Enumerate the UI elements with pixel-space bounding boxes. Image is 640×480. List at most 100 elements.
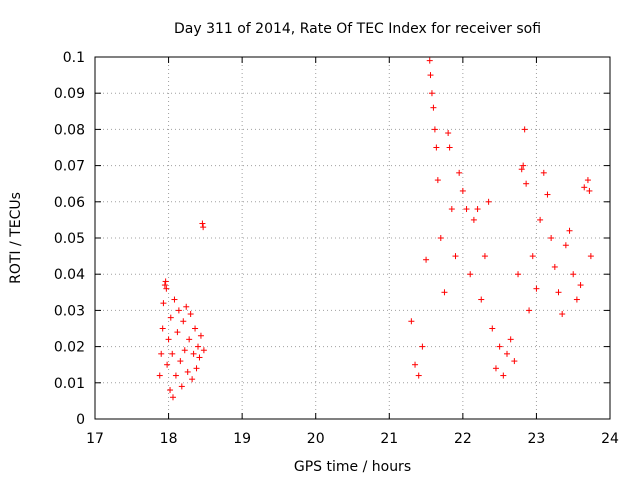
data-point [434, 177, 441, 184]
data-point [523, 180, 530, 187]
data-point [164, 361, 171, 368]
x-tick-label: 22 [454, 431, 472, 447]
y-tick-label: 0.09 [54, 86, 85, 102]
data-point [165, 336, 172, 343]
data-point [200, 347, 207, 354]
data-point [426, 57, 433, 64]
data-point [448, 206, 455, 213]
data-point [586, 187, 593, 194]
data-point [446, 144, 453, 151]
points-layer [156, 57, 594, 401]
y-tick-label: 0.02 [54, 340, 85, 356]
data-point [492, 365, 499, 372]
x-tick-label: 18 [160, 431, 178, 447]
data-point [171, 296, 178, 303]
data-point [169, 394, 176, 401]
data-point [167, 314, 174, 321]
data-point [190, 350, 197, 357]
data-point [521, 126, 528, 133]
data-point [518, 166, 525, 173]
data-point [441, 289, 448, 296]
x-tick-label: 24 [601, 431, 619, 447]
data-point [187, 311, 194, 318]
data-point [199, 220, 206, 227]
data-point [500, 372, 507, 379]
data-point [562, 242, 569, 249]
data-point [160, 300, 167, 307]
data-point [584, 177, 591, 184]
y-tick-label: 0.04 [54, 267, 85, 283]
data-point [158, 350, 165, 357]
data-point [481, 253, 488, 260]
data-point [169, 350, 176, 357]
data-point [180, 318, 187, 325]
data-point [159, 325, 166, 332]
data-point [428, 90, 435, 97]
data-point [573, 296, 580, 303]
data-point [423, 256, 430, 263]
x-tick-label: 17 [86, 431, 104, 447]
data-point [193, 365, 200, 372]
data-point [577, 282, 584, 289]
data-point [184, 368, 191, 375]
data-point [430, 104, 437, 111]
data-point [195, 343, 201, 350]
data-point [511, 358, 518, 365]
data-point [183, 303, 190, 310]
y-tick-label: 0.1 [63, 50, 85, 66]
data-point [161, 282, 168, 289]
y-tick-label: 0.03 [54, 303, 85, 319]
x-tick-label: 21 [380, 431, 398, 447]
y-tick-label: 0.05 [54, 231, 85, 247]
data-point [175, 307, 182, 314]
data-point [459, 187, 466, 194]
x-axis-title: GPS time / hours [294, 459, 411, 475]
data-point [470, 216, 477, 223]
data-point [467, 271, 474, 278]
data-point [533, 285, 540, 292]
grid-layer [95, 57, 610, 419]
data-point [544, 191, 551, 198]
y-tick-label: 0.01 [54, 376, 85, 392]
data-point [178, 383, 185, 390]
data-point [196, 354, 203, 361]
y-tick-label: 0 [76, 412, 85, 428]
data-point [537, 216, 544, 223]
data-point [189, 376, 196, 383]
y-tick-label: 0.08 [54, 122, 85, 138]
data-point [559, 311, 566, 318]
data-point [474, 206, 481, 213]
y-axis-title: ROTI / TECUs [8, 192, 24, 284]
data-point [526, 307, 533, 314]
data-point [540, 169, 547, 176]
data-point [496, 343, 503, 350]
data-point [167, 387, 174, 394]
data-point [437, 235, 444, 241]
data-point [172, 372, 179, 379]
data-point [456, 169, 463, 176]
data-point [478, 296, 485, 303]
data-point [186, 336, 193, 343]
data-point [548, 235, 555, 241]
data-point [445, 130, 452, 137]
data-point [200, 224, 207, 231]
data-point [587, 253, 594, 260]
data-point [529, 253, 536, 260]
data-point [197, 332, 204, 339]
x-tick-label: 23 [528, 431, 546, 447]
data-point [452, 253, 459, 260]
y-tick-label: 0.07 [54, 159, 85, 175]
data-point [570, 271, 577, 278]
data-point [555, 289, 562, 296]
data-point [485, 198, 492, 205]
y-tick-label: 0.06 [54, 195, 85, 211]
data-point [174, 329, 181, 336]
data-point [515, 271, 522, 278]
data-point [520, 162, 527, 169]
data-point [181, 347, 188, 354]
data-point [177, 358, 184, 365]
ticks-layer: 17 18 19 20 21 22 23 24 0 0.01 0.02 0.03 0.04 0.05 0.0… [54, 50, 619, 447]
data-point [163, 285, 170, 292]
data-point [507, 336, 514, 343]
